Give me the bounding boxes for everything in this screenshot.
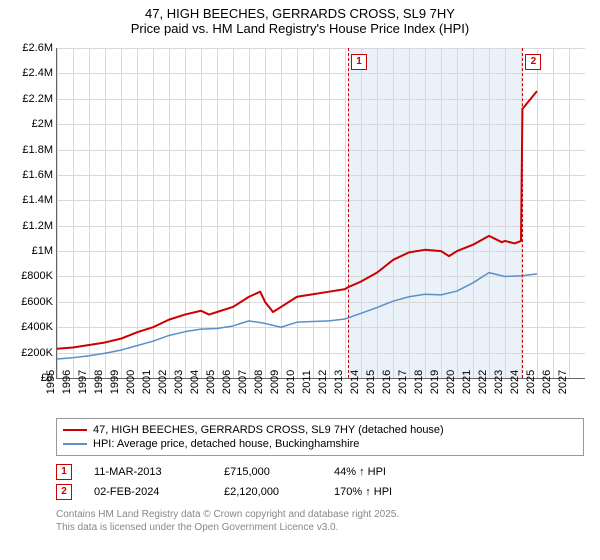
- legend-label: 47, HIGH BEECHES, GERRARDS CROSS, SL9 7H…: [93, 424, 444, 436]
- x-axis-label: 2026: [541, 370, 553, 394]
- x-axis-label: 2009: [269, 370, 281, 394]
- x-axis-label: 2014: [349, 370, 361, 394]
- x-axis-label: 2004: [189, 370, 201, 394]
- y-axis-label: £1.8M: [22, 144, 53, 156]
- x-axis-label: 2021: [461, 370, 473, 394]
- y-axis-label: £400K: [21, 321, 53, 333]
- title-subtitle: Price paid vs. HM Land Registry's House …: [0, 21, 600, 36]
- x-axis-label: 2017: [397, 370, 409, 394]
- legend-item: HPI: Average price, detached house, Buck…: [63, 437, 577, 451]
- transaction-hpi-pct: 44% ↑ HPI: [334, 466, 444, 478]
- x-axis-label: 2012: [317, 370, 329, 394]
- transaction-marker-badge: 1: [56, 464, 72, 480]
- transaction-marker-badge: 2: [56, 484, 72, 500]
- x-axis-label: 2006: [221, 370, 233, 394]
- x-axis-label: 2010: [285, 370, 297, 394]
- y-axis-label: £1.6M: [22, 169, 53, 181]
- marker-badge: 1: [351, 54, 367, 70]
- y-axis-label: £1.4M: [22, 194, 53, 206]
- marker-line: [522, 48, 523, 378]
- transaction-date: 11-MAR-2013: [94, 466, 224, 478]
- title-address: 47, HIGH BEECHES, GERRARDS CROSS, SL9 7H…: [0, 6, 600, 21]
- legend-swatch: [63, 429, 87, 431]
- y-axis-label: £800K: [21, 270, 53, 282]
- y-axis-label: £1M: [32, 245, 53, 257]
- x-axis-label: 2025: [525, 370, 537, 394]
- x-axis-label: 1997: [77, 370, 89, 394]
- footer-line2: This data is licensed under the Open Gov…: [56, 521, 584, 534]
- transaction-price: £715,000: [224, 466, 334, 478]
- y-axis-label: £2M: [32, 118, 53, 130]
- x-axis-label: 2023: [493, 370, 505, 394]
- x-axis-label: 2002: [157, 370, 169, 394]
- footer: Contains HM Land Registry data © Crown c…: [56, 508, 584, 534]
- marker-line: [348, 48, 349, 378]
- legend: 47, HIGH BEECHES, GERRARDS CROSS, SL9 7H…: [56, 418, 584, 456]
- x-axis-label: 2019: [429, 370, 441, 394]
- transaction-hpi-pct: 170% ↑ HPI: [334, 486, 444, 498]
- y-axis-label: £2.2M: [22, 93, 53, 105]
- x-axis-label: 2003: [173, 370, 185, 394]
- x-axis-label: 2027: [557, 370, 569, 394]
- x-axis-label: 2016: [381, 370, 393, 394]
- title-block: 47, HIGH BEECHES, GERRARDS CROSS, SL9 7H…: [0, 0, 600, 36]
- x-axis-label: 1998: [93, 370, 105, 394]
- series-hpi: [57, 273, 537, 359]
- y-axis-label: £600K: [21, 296, 53, 308]
- chart-lines-svg: [57, 48, 585, 378]
- legend-label: HPI: Average price, detached house, Buck…: [93, 438, 359, 450]
- y-axis-label: £2.6M: [22, 42, 53, 54]
- x-axis-label: 2007: [237, 370, 249, 394]
- chart-plot-area: £0£200K£400K£600K£800K£1M£1.2M£1.4M£1.6M…: [56, 48, 585, 379]
- legend-swatch: [63, 443, 87, 445]
- x-axis-label: 2005: [205, 370, 217, 394]
- x-axis-label: 2011: [301, 370, 313, 394]
- x-axis-label: 2024: [509, 370, 521, 394]
- transaction-row: 1 11-MAR-2013£715,00044% ↑ HPI: [56, 462, 584, 482]
- x-axis-label: 1999: [109, 370, 121, 394]
- transactions-table: 1 11-MAR-2013£715,00044% ↑ HPI 2 02-FEB-202…: [56, 462, 584, 502]
- x-axis-label: 1995: [45, 370, 57, 394]
- series-price_paid: [57, 91, 537, 349]
- legend-item: 47, HIGH BEECHES, GERRARDS CROSS, SL9 7H…: [63, 423, 577, 437]
- x-axis-label: 2015: [365, 370, 377, 394]
- x-axis-label: 2008: [253, 370, 265, 394]
- x-axis-label: 2013: [333, 370, 345, 394]
- footer-line1: Contains HM Land Registry data © Crown c…: [56, 508, 584, 521]
- legend-and-footer: 47, HIGH BEECHES, GERRARDS CROSS, SL9 7H…: [56, 418, 584, 534]
- x-axis-label: 2022: [477, 370, 489, 394]
- y-axis-label: £2.4M: [22, 67, 53, 79]
- transaction-date: 02-FEB-2024: [94, 486, 224, 498]
- transaction-row: 2 02-FEB-2024£2,120,000170% ↑ HPI: [56, 482, 584, 502]
- x-axis-label: 2020: [445, 370, 457, 394]
- y-axis-label: £200K: [21, 347, 53, 359]
- transaction-price: £2,120,000: [224, 486, 334, 498]
- x-axis-label: 2001: [141, 370, 153, 394]
- chart-container: 47, HIGH BEECHES, GERRARDS CROSS, SL9 7H…: [0, 0, 600, 560]
- x-axis-label: 2018: [413, 370, 425, 394]
- x-axis-label: 1996: [61, 370, 73, 394]
- x-axis-label: 2000: [125, 370, 137, 394]
- y-axis-label: £1.2M: [22, 220, 53, 232]
- marker-badge: 2: [525, 54, 541, 70]
